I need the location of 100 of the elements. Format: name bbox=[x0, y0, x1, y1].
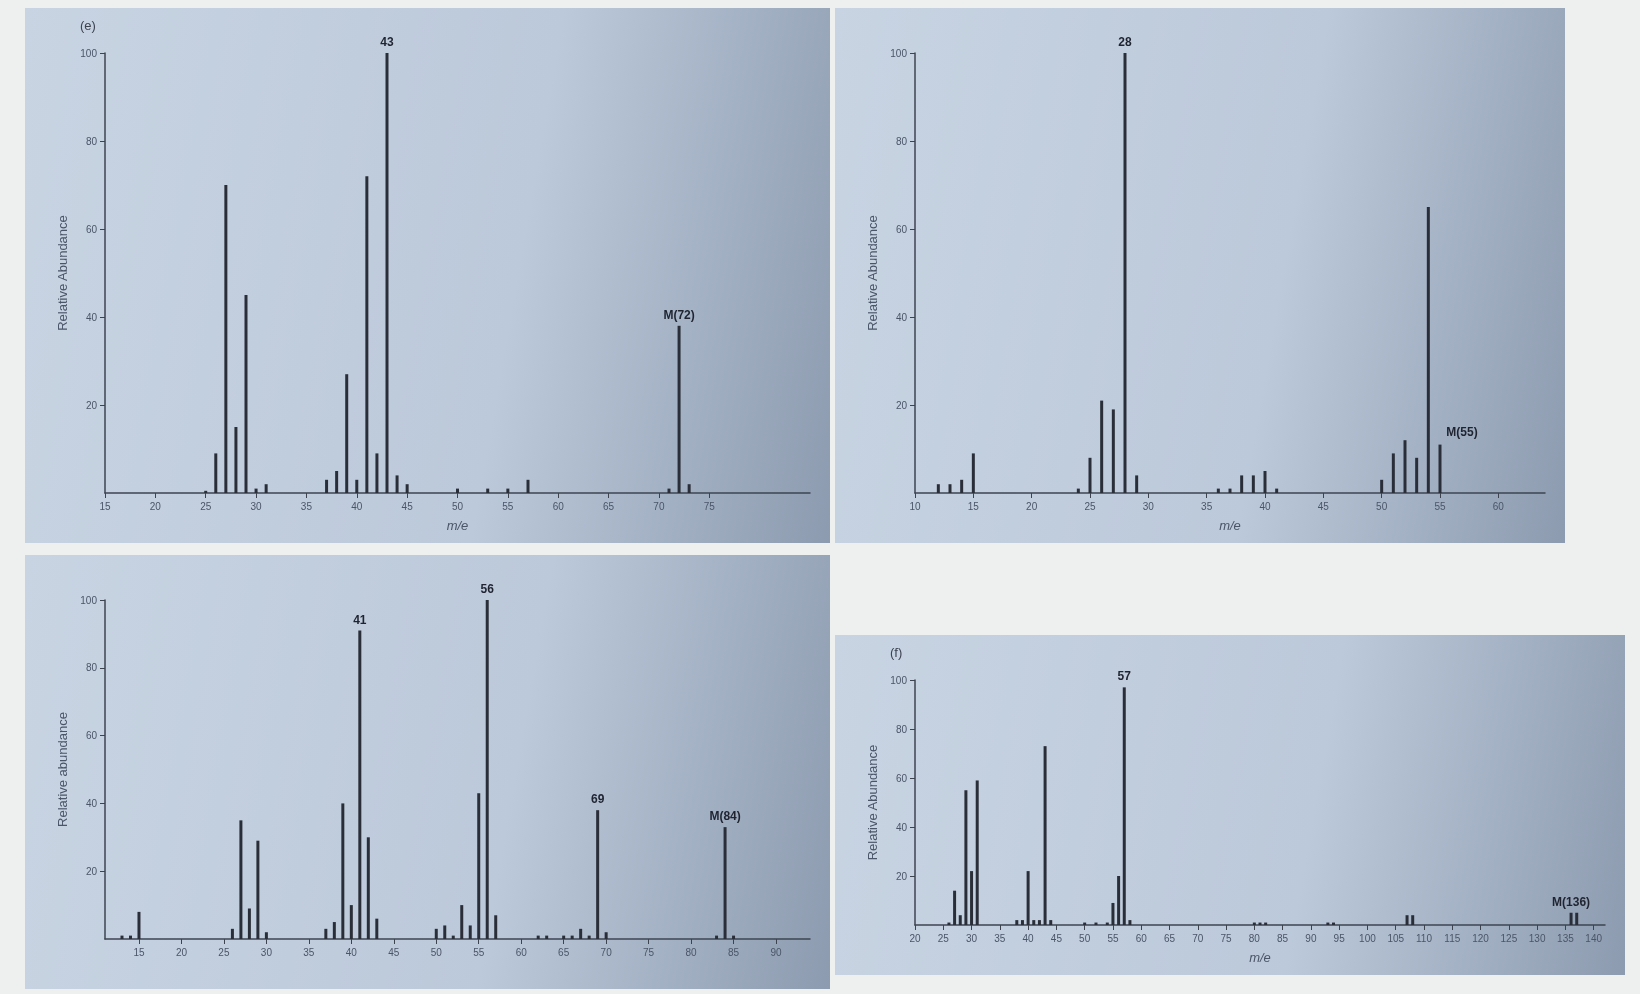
x-tick-label: 50 bbox=[1376, 500, 1388, 512]
bar bbox=[1228, 488, 1232, 493]
bar bbox=[244, 295, 248, 493]
bar bbox=[506, 488, 510, 493]
annotation: 69 bbox=[590, 792, 605, 807]
y-tick-label: 80 bbox=[85, 135, 98, 147]
x-tick-label: 110 bbox=[1416, 932, 1433, 944]
annotation: M(84) bbox=[709, 809, 741, 824]
x-tick-label: 60 bbox=[1492, 500, 1505, 512]
x-tick-label: 20 bbox=[909, 932, 921, 944]
x-tick-label: 120 bbox=[1472, 932, 1490, 944]
y-tick-label: 100 bbox=[80, 594, 98, 606]
y-tick-label: 100 bbox=[80, 47, 98, 59]
bar bbox=[1128, 920, 1132, 925]
bar bbox=[355, 479, 359, 493]
x-tick-label: 15 bbox=[967, 500, 980, 512]
x-tick-label: 30 bbox=[260, 946, 273, 958]
x-tick-label: 60 bbox=[552, 500, 565, 512]
x-tick-label: 105 bbox=[1387, 932, 1405, 944]
x-tick-label: 45 bbox=[1317, 500, 1330, 512]
x-tick-label: 55 bbox=[502, 500, 514, 512]
x-tick-label: 95 bbox=[1333, 932, 1346, 944]
bar bbox=[1026, 871, 1030, 925]
bar bbox=[256, 840, 260, 939]
x-tick-label: 35 bbox=[1201, 500, 1213, 512]
bar bbox=[375, 918, 379, 939]
bar bbox=[579, 928, 583, 939]
bar bbox=[128, 935, 132, 939]
bar bbox=[970, 871, 974, 925]
x-tick-label: 70 bbox=[653, 500, 665, 512]
bar bbox=[536, 935, 540, 939]
x-tick-label: 20 bbox=[1026, 500, 1038, 512]
bar bbox=[365, 176, 369, 493]
x-tick-label: 75 bbox=[703, 500, 716, 512]
bar bbox=[230, 928, 234, 939]
y-tick-label: 60 bbox=[895, 772, 908, 784]
y-tick-label: 100 bbox=[890, 674, 908, 686]
x-tick-label: 140 bbox=[1585, 932, 1603, 944]
x-tick-label: 35 bbox=[303, 946, 315, 958]
bar bbox=[1088, 457, 1092, 493]
bar bbox=[562, 935, 566, 939]
bar bbox=[375, 453, 379, 493]
x-tick-label: 50 bbox=[451, 500, 464, 512]
bar bbox=[349, 905, 353, 939]
bar bbox=[596, 810, 600, 939]
x-tick-label: 15 bbox=[99, 500, 111, 512]
x-tick-label: 55 bbox=[1434, 500, 1446, 512]
y-tick-label: 60 bbox=[85, 223, 98, 235]
annotation: 28 bbox=[1118, 35, 1132, 49]
x-tick-label: 30 bbox=[1142, 500, 1155, 512]
bar bbox=[395, 475, 399, 493]
y-tick-label: 40 bbox=[85, 311, 98, 323]
x-tick-label: 10 bbox=[909, 500, 921, 512]
bar bbox=[264, 932, 268, 939]
bar bbox=[214, 453, 218, 493]
x-tick-label: 40 bbox=[1022, 932, 1035, 944]
bar bbox=[468, 925, 472, 939]
x-tick-label: 60 bbox=[515, 946, 528, 958]
y-tick-label: 40 bbox=[85, 797, 98, 809]
x-tick-label: 25 bbox=[200, 500, 212, 512]
chart-title: (f) bbox=[890, 645, 903, 660]
y-tick-label: 20 bbox=[895, 399, 908, 411]
x-tick-label: 30 bbox=[250, 500, 263, 512]
x-axis-title: m/e bbox=[446, 518, 469, 533]
bar bbox=[545, 935, 549, 939]
y-axis-title: Relative Abundance bbox=[865, 215, 880, 331]
bar bbox=[1015, 920, 1019, 925]
x-tick-label: 90 bbox=[770, 946, 783, 958]
x-tick-label: 90 bbox=[1305, 932, 1317, 944]
annotation: 56 bbox=[480, 582, 495, 596]
annotation: M(72) bbox=[663, 307, 695, 322]
y-axis-title: Relative abundance bbox=[55, 712, 70, 827]
annotation: M(55) bbox=[1446, 424, 1478, 439]
bar bbox=[1569, 912, 1573, 925]
bar bbox=[1263, 471, 1267, 493]
bar bbox=[137, 911, 141, 939]
bar bbox=[587, 935, 591, 939]
bar bbox=[687, 484, 691, 493]
y-tick-label: 60 bbox=[85, 730, 98, 742]
bar bbox=[434, 928, 438, 939]
bar bbox=[254, 488, 258, 493]
x-tick-label: 125 bbox=[1500, 932, 1518, 944]
x-tick-label: 45 bbox=[401, 500, 414, 512]
bar bbox=[1411, 915, 1415, 925]
y-tick-label: 100 bbox=[890, 47, 908, 59]
bar bbox=[677, 325, 681, 493]
x-tick-label: 25 bbox=[937, 932, 950, 944]
bar bbox=[335, 471, 339, 493]
y-axis-title: Relative Abundance bbox=[55, 215, 70, 331]
x-tick-label: 85 bbox=[727, 946, 740, 958]
x-tick-label: 85 bbox=[1277, 932, 1289, 944]
bar bbox=[953, 890, 957, 925]
bar bbox=[958, 915, 962, 925]
bar bbox=[1100, 400, 1104, 493]
bar bbox=[332, 922, 336, 939]
bar bbox=[1216, 488, 1220, 493]
x-tick-label: 100 bbox=[1359, 932, 1377, 944]
bar bbox=[239, 820, 243, 939]
y-tick-label: 20 bbox=[895, 870, 908, 882]
bar bbox=[1122, 687, 1126, 925]
